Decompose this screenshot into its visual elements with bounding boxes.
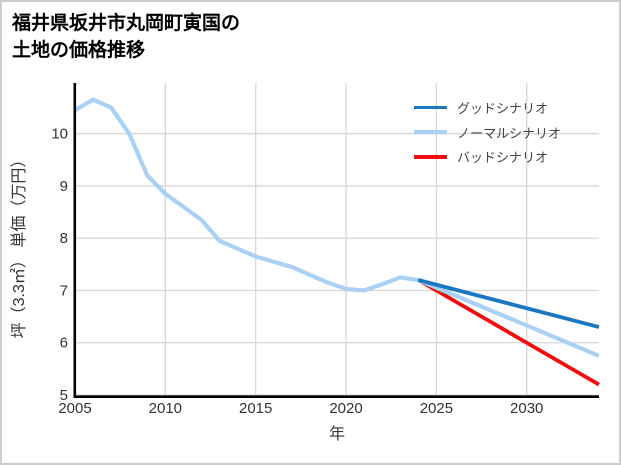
x-tick-2020: 2020: [329, 400, 362, 417]
y-tick-8: 8: [60, 230, 68, 247]
y-tick-7: 7: [60, 282, 68, 299]
x-tick-labels: 2005 2010 2015 2020 2025 2030: [58, 400, 543, 417]
y-tick-10: 10: [51, 126, 68, 143]
legend-item-good: グッドシナリオ: [414, 95, 561, 120]
legend-label-bad: バッドシナリオ: [457, 150, 549, 166]
y-tick-9: 9: [60, 178, 68, 195]
page-title-line1: 福井県坂井市丸岡町寅国の: [12, 13, 241, 34]
x-tick-2015: 2015: [239, 400, 272, 417]
y-tick-labels: 5 6 7 8 9 10: [51, 126, 68, 404]
series-line-2: [417, 278, 600, 387]
legend-label-normal: ノーマルシナリオ: [457, 125, 562, 141]
legend: グッドシナリオ ノーマルシナリオ バッドシナリオ: [414, 95, 561, 169]
good-scenario-line-swatch: [414, 105, 447, 110]
series-lines: [73, 97, 600, 387]
x-tick-2030: 2030: [510, 400, 543, 417]
y-tick-6: 6: [60, 335, 68, 352]
page-title: 福井県坂井市丸岡町寅国の 土地の価格推移: [12, 10, 240, 64]
series-line-1: [73, 97, 600, 358]
legend-label-good: グッドシナリオ: [457, 100, 549, 116]
normal-scenario-line-swatch: [414, 130, 447, 134]
series-line-0: [417, 278, 600, 329]
y-tick-5: 5: [60, 387, 68, 404]
bad-scenario-line-swatch: [414, 154, 447, 159]
x-tick-2010: 2010: [149, 400, 182, 417]
x-tick-2005: 2005: [58, 400, 91, 417]
legend-item-bad: バッドシナリオ: [414, 144, 561, 169]
x-axis-label: 年: [329, 425, 345, 443]
legend-item-normal: ノーマルシナリオ: [414, 120, 561, 145]
y-axis-label: 坪（3.3㎡） 単価（万円）: [10, 152, 28, 339]
axis-spines: [73, 83, 599, 399]
x-tick-2025: 2025: [420, 400, 453, 417]
page-title-line2: 土地の価格推移: [12, 40, 146, 61]
gridlines: [75, 83, 599, 397]
